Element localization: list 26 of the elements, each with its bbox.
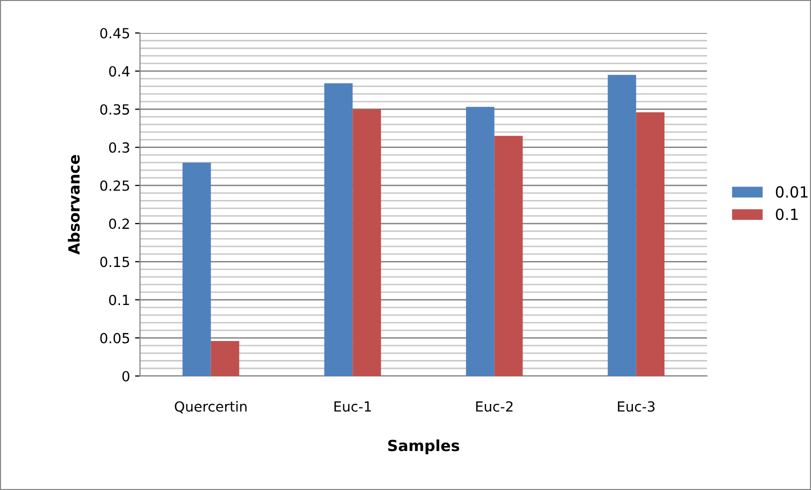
y-axis-title: Absorvance [68, 155, 80, 255]
y-tick-label: 0 [122, 370, 130, 382]
y-tick-label: 0.25 [100, 180, 130, 191]
bar [324, 83, 353, 376]
bar [352, 109, 381, 376]
legend-label: 0.01 [776, 186, 808, 198]
bar [210, 340, 240, 376]
y-tick-label: 0.05 [100, 332, 130, 344]
x-tick-label: Euc-3 [618, 401, 655, 412]
y-tick-label: 0.3 [109, 142, 130, 153]
y-tick-label: 0.45 [100, 28, 130, 38]
x-tick-label: Quercertin [174, 401, 247, 414]
x-tick-label: Euc-2 [476, 401, 513, 412]
y-tick-label: 0.2 [109, 218, 129, 230]
bar [636, 112, 664, 376]
x-axis-title: Samples [388, 439, 460, 454]
x-tick-label: Euc-1 [334, 401, 371, 412]
y-tick-label: 0.35 [100, 104, 130, 115]
bar [494, 136, 523, 376]
y-tick-label: 0.4 [109, 66, 130, 77]
bar [466, 106, 494, 376]
legend-label: 0.1 [776, 208, 798, 220]
y-tick-label: 0.15 [100, 256, 130, 268]
bar [608, 74, 636, 376]
y-tick-label: 0.1 [109, 294, 129, 306]
bar [182, 162, 211, 376]
